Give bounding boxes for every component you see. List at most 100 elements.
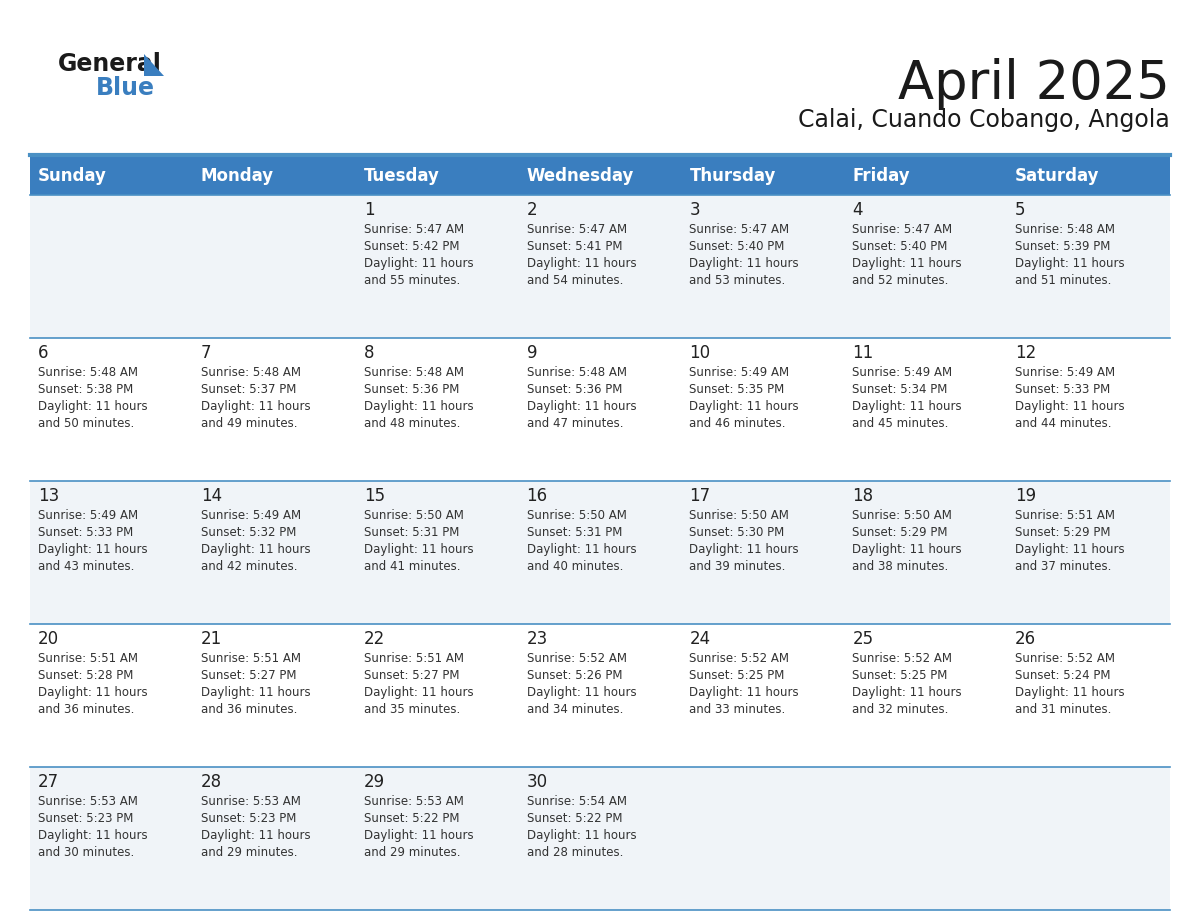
- Text: Wednesday: Wednesday: [526, 167, 634, 185]
- Text: Daylight: 11 hours: Daylight: 11 hours: [38, 829, 147, 842]
- Text: 19: 19: [1015, 487, 1036, 505]
- Text: Daylight: 11 hours: Daylight: 11 hours: [526, 686, 637, 699]
- Text: Sunset: 5:39 PM: Sunset: 5:39 PM: [1015, 240, 1111, 253]
- Text: 2: 2: [526, 201, 537, 219]
- Text: and 33 minutes.: and 33 minutes.: [689, 703, 785, 716]
- Text: Sunset: 5:24 PM: Sunset: 5:24 PM: [1015, 669, 1111, 682]
- Text: and 46 minutes.: and 46 minutes.: [689, 417, 786, 430]
- Text: 7: 7: [201, 344, 211, 362]
- Text: Sunrise: 5:49 AM: Sunrise: 5:49 AM: [38, 509, 138, 522]
- Text: 20: 20: [38, 630, 59, 648]
- Text: and 45 minutes.: and 45 minutes.: [852, 417, 949, 430]
- Text: Daylight: 11 hours: Daylight: 11 hours: [689, 400, 800, 413]
- Text: Sunrise: 5:49 AM: Sunrise: 5:49 AM: [852, 366, 953, 379]
- Text: Sunrise: 5:49 AM: Sunrise: 5:49 AM: [689, 366, 790, 379]
- Text: and 49 minutes.: and 49 minutes.: [201, 417, 297, 430]
- Text: Sunset: 5:40 PM: Sunset: 5:40 PM: [852, 240, 948, 253]
- Text: Sunrise: 5:50 AM: Sunrise: 5:50 AM: [852, 509, 952, 522]
- Text: 10: 10: [689, 344, 710, 362]
- Text: 23: 23: [526, 630, 548, 648]
- Text: Sunrise: 5:51 AM: Sunrise: 5:51 AM: [364, 652, 463, 665]
- Text: 30: 30: [526, 773, 548, 791]
- Text: Daylight: 11 hours: Daylight: 11 hours: [526, 400, 637, 413]
- Text: 29: 29: [364, 773, 385, 791]
- Text: General: General: [58, 52, 162, 76]
- Text: Sunday: Sunday: [38, 167, 107, 185]
- Text: Daylight: 11 hours: Daylight: 11 hours: [201, 400, 310, 413]
- Text: and 36 minutes.: and 36 minutes.: [38, 703, 134, 716]
- Text: Sunset: 5:37 PM: Sunset: 5:37 PM: [201, 383, 296, 396]
- Text: 15: 15: [364, 487, 385, 505]
- Text: and 44 minutes.: and 44 minutes.: [1015, 417, 1112, 430]
- Text: Sunset: 5:38 PM: Sunset: 5:38 PM: [38, 383, 133, 396]
- Text: Daylight: 11 hours: Daylight: 11 hours: [689, 686, 800, 699]
- Text: Daylight: 11 hours: Daylight: 11 hours: [1015, 400, 1125, 413]
- Bar: [30, 767, 1170, 910]
- Text: Daylight: 11 hours: Daylight: 11 hours: [1015, 543, 1125, 556]
- Text: and 40 minutes.: and 40 minutes.: [526, 560, 623, 573]
- Text: Sunset: 5:40 PM: Sunset: 5:40 PM: [689, 240, 785, 253]
- Text: Sunrise: 5:48 AM: Sunrise: 5:48 AM: [201, 366, 301, 379]
- Bar: [30, 195, 1170, 338]
- Polygon shape: [144, 54, 164, 76]
- Text: and 31 minutes.: and 31 minutes.: [1015, 703, 1112, 716]
- Text: Sunrise: 5:48 AM: Sunrise: 5:48 AM: [38, 366, 138, 379]
- Text: Daylight: 11 hours: Daylight: 11 hours: [364, 543, 473, 556]
- Text: Blue: Blue: [96, 76, 154, 100]
- Text: Sunset: 5:35 PM: Sunset: 5:35 PM: [689, 383, 785, 396]
- Text: Daylight: 11 hours: Daylight: 11 hours: [364, 686, 473, 699]
- Text: Sunset: 5:22 PM: Sunset: 5:22 PM: [364, 812, 460, 825]
- Text: and 43 minutes.: and 43 minutes.: [38, 560, 134, 573]
- Text: Monday: Monday: [201, 167, 274, 185]
- Text: Sunrise: 5:54 AM: Sunrise: 5:54 AM: [526, 795, 626, 808]
- Text: Sunrise: 5:48 AM: Sunrise: 5:48 AM: [1015, 223, 1116, 236]
- Text: 8: 8: [364, 344, 374, 362]
- Text: Thursday: Thursday: [689, 167, 776, 185]
- Text: Sunrise: 5:51 AM: Sunrise: 5:51 AM: [38, 652, 138, 665]
- Text: Sunrise: 5:50 AM: Sunrise: 5:50 AM: [689, 509, 789, 522]
- Text: 26: 26: [1015, 630, 1036, 648]
- Text: Sunset: 5:36 PM: Sunset: 5:36 PM: [364, 383, 459, 396]
- Text: and 35 minutes.: and 35 minutes.: [364, 703, 460, 716]
- Text: and 53 minutes.: and 53 minutes.: [689, 274, 785, 287]
- Text: Sunrise: 5:51 AM: Sunrise: 5:51 AM: [1015, 509, 1116, 522]
- Text: 11: 11: [852, 344, 873, 362]
- Bar: [30, 481, 1170, 624]
- Text: Sunset: 5:31 PM: Sunset: 5:31 PM: [364, 526, 459, 539]
- Text: 24: 24: [689, 630, 710, 648]
- Bar: [30, 338, 1170, 481]
- Text: Sunset: 5:33 PM: Sunset: 5:33 PM: [1015, 383, 1111, 396]
- Text: 4: 4: [852, 201, 862, 219]
- Text: and 47 minutes.: and 47 minutes.: [526, 417, 623, 430]
- Text: and 39 minutes.: and 39 minutes.: [689, 560, 785, 573]
- Text: Sunrise: 5:52 AM: Sunrise: 5:52 AM: [1015, 652, 1116, 665]
- Text: Sunset: 5:23 PM: Sunset: 5:23 PM: [201, 812, 296, 825]
- Text: Daylight: 11 hours: Daylight: 11 hours: [852, 257, 962, 270]
- Text: Sunrise: 5:52 AM: Sunrise: 5:52 AM: [689, 652, 790, 665]
- Text: and 29 minutes.: and 29 minutes.: [364, 846, 460, 859]
- Text: Daylight: 11 hours: Daylight: 11 hours: [201, 686, 310, 699]
- Text: Sunrise: 5:49 AM: Sunrise: 5:49 AM: [201, 509, 301, 522]
- Text: Daylight: 11 hours: Daylight: 11 hours: [364, 257, 473, 270]
- Text: Sunrise: 5:47 AM: Sunrise: 5:47 AM: [526, 223, 627, 236]
- Text: Sunset: 5:23 PM: Sunset: 5:23 PM: [38, 812, 133, 825]
- Text: and 28 minutes.: and 28 minutes.: [526, 846, 623, 859]
- Text: Sunset: 5:36 PM: Sunset: 5:36 PM: [526, 383, 623, 396]
- Text: Daylight: 11 hours: Daylight: 11 hours: [852, 686, 962, 699]
- Text: Daylight: 11 hours: Daylight: 11 hours: [201, 829, 310, 842]
- Text: Daylight: 11 hours: Daylight: 11 hours: [1015, 257, 1125, 270]
- Text: Sunset: 5:30 PM: Sunset: 5:30 PM: [689, 526, 785, 539]
- Text: 3: 3: [689, 201, 700, 219]
- Text: Sunrise: 5:48 AM: Sunrise: 5:48 AM: [526, 366, 626, 379]
- Text: and 48 minutes.: and 48 minutes.: [364, 417, 460, 430]
- Text: 18: 18: [852, 487, 873, 505]
- Text: Daylight: 11 hours: Daylight: 11 hours: [689, 543, 800, 556]
- Text: Sunset: 5:34 PM: Sunset: 5:34 PM: [852, 383, 948, 396]
- Text: 12: 12: [1015, 344, 1036, 362]
- Text: and 38 minutes.: and 38 minutes.: [852, 560, 948, 573]
- Text: Sunset: 5:29 PM: Sunset: 5:29 PM: [1015, 526, 1111, 539]
- Text: 5: 5: [1015, 201, 1025, 219]
- Text: and 42 minutes.: and 42 minutes.: [201, 560, 297, 573]
- Text: Sunset: 5:25 PM: Sunset: 5:25 PM: [689, 669, 785, 682]
- Text: and 52 minutes.: and 52 minutes.: [852, 274, 949, 287]
